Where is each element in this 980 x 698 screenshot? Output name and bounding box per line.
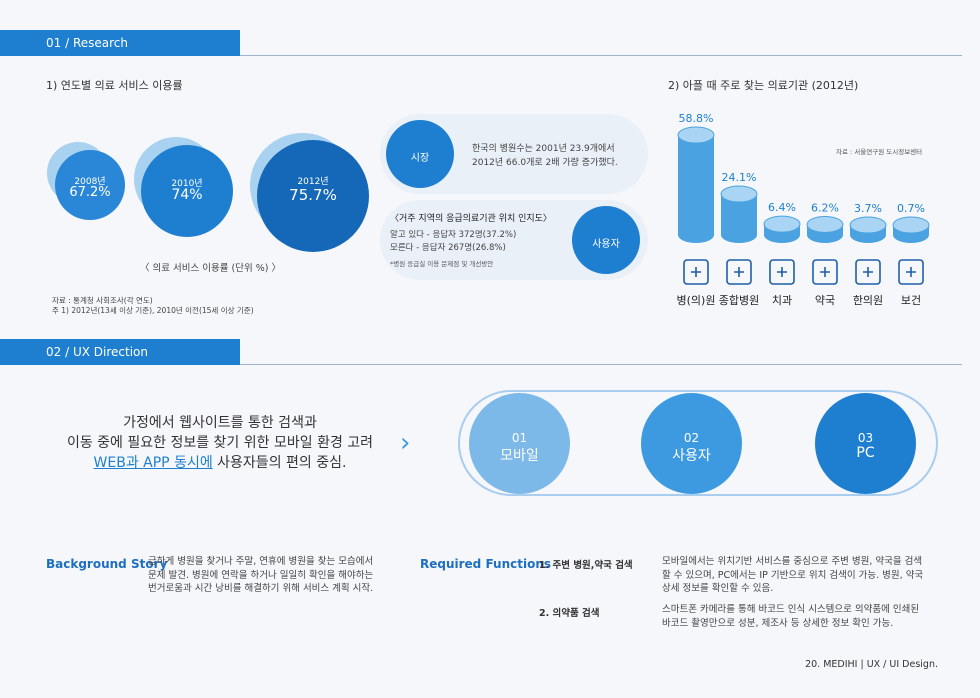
circle-year: 2010년 bbox=[171, 179, 203, 189]
pill-icon bbox=[812, 259, 838, 285]
function-line: 모바일에서는 위치기반 서비스를 중심으로 주변 병원, 약국을 검색 bbox=[662, 556, 923, 567]
health-center-icon-glyph bbox=[906, 267, 916, 277]
circle-value: 67.2% bbox=[69, 185, 111, 200]
herb-bowl-icon bbox=[855, 259, 881, 285]
hospital-icon-glyph bbox=[734, 267, 744, 277]
left-chart-title: 1) 연도별 의료 서비스 이용률 bbox=[46, 79, 183, 92]
bar-category-label: 보건 bbox=[901, 294, 921, 307]
ux-direction-track bbox=[458, 390, 938, 496]
function-2-title: 2. 의약품 검색 bbox=[539, 608, 600, 619]
ux-label: 모바일 bbox=[500, 448, 539, 464]
hospital-icon bbox=[726, 259, 752, 285]
ux-num: 03 bbox=[857, 431, 874, 445]
user-line-1: 알고 있다 - 응답자 372명(37.2%) bbox=[390, 230, 517, 240]
ux-line-1: 가정에서 웹사이트를 통한 검색과 bbox=[123, 415, 317, 431]
bar-보건 bbox=[892, 216, 930, 243]
function-line: 할 수 있으며, PC에서는 IP 기반으로 위치 검색이 가능. 병원, 약국 bbox=[662, 569, 924, 581]
tooth-icon-glyph bbox=[777, 267, 787, 277]
background-text: 급하게 병원을 찾거나 주말, 연휴에 병원을 찾는 모습에서 문제 발견. 병… bbox=[148, 555, 373, 596]
clinic-icon bbox=[683, 259, 709, 285]
bar-value-label: 3.7% bbox=[854, 202, 882, 215]
herb-bowl-icon-glyph bbox=[863, 267, 873, 277]
health-center-icon bbox=[898, 259, 924, 285]
right-chart-title: 2) 아플 때 주로 찾는 의료기관 (2012년) bbox=[668, 79, 859, 92]
background-line: 급하게 병원을 찾거나 주말, 연휴에 병원을 찾는 모습에서 bbox=[148, 556, 374, 567]
ux-line-2: 이동 중에 필요한 정보를 찾기 위한 모바일 환경 고려 bbox=[66, 435, 374, 451]
bar-value-label: 0.7% bbox=[897, 202, 925, 215]
ux-label: PC bbox=[856, 445, 875, 461]
bar-value-label: 6.4% bbox=[768, 201, 796, 214]
ux-circle-user: 02 사용자 bbox=[641, 393, 742, 494]
function-line: 상세 정보를 확인할 수 있음. bbox=[662, 583, 774, 594]
market-text-2: 2012년 66.0개로 2배 가량 증가했다. bbox=[472, 158, 618, 168]
circles-caption: 〈 의료 서비스 이용률 (단위 %) 〉 bbox=[140, 263, 281, 274]
user-title: 〈거주 지역의 응급의료기관 위치 인지도〉 bbox=[390, 214, 552, 224]
page-footer: 20. MEDIHI | UX / UI Design. bbox=[805, 659, 938, 670]
bar-category-label: 약국 bbox=[815, 293, 835, 307]
ux-statement: 가정에서 웹사이트를 통한 검색과 이동 중에 필요한 정보를 찾기 위한 모바… bbox=[30, 413, 410, 473]
bar-병(의)원 bbox=[677, 126, 715, 243]
chevron-right-icon: › bbox=[400, 428, 411, 458]
bar-category-label: 한의원 bbox=[853, 294, 883, 307]
pill-icon-glyph bbox=[820, 267, 830, 277]
bar-category-label: 치과 bbox=[772, 294, 792, 307]
ux-num: 01 bbox=[511, 431, 528, 445]
bar-value-label: 24.1% bbox=[722, 171, 757, 184]
user-line-2: 모른다 - 응답자 267명(26.8%) bbox=[390, 243, 506, 253]
function-line: 바코드 촬영만으로 성분, 제조사 등 상세한 정보 확인 가능. bbox=[662, 617, 894, 629]
section-header-research: 01 / Research bbox=[0, 30, 240, 56]
medical-institution-chart: 58.8% 병(의)원 24.1% 종합병원 6.4% 치과 6.2% 약국 3.7% 한의원 0.… bbox=[670, 110, 940, 310]
bar-한의원 bbox=[849, 216, 887, 243]
background-line: 문제 발견. 병원에 연락을 하거나 일일히 확인을 해야하는 bbox=[148, 569, 374, 581]
circle-value: 75.7% bbox=[289, 186, 337, 204]
bar-category-label: 종합병원 bbox=[719, 294, 759, 307]
background-line: 번거로움과 시간 낭비를 해결하기 위해 서비스 계획 시작. bbox=[148, 583, 374, 594]
ux-line-3: 사용자들의 편의 중심. bbox=[212, 455, 347, 471]
market-text-1: 한국의 병원수는 2001년 23.9개에서 bbox=[472, 144, 615, 154]
circle-value: 74% bbox=[171, 187, 203, 203]
background-heading: Background Story bbox=[46, 557, 168, 571]
bar-category-label: 병(의)원 bbox=[677, 294, 716, 307]
bar-value-label: 6.2% bbox=[811, 201, 839, 214]
user-badge-label: 사용자 bbox=[592, 239, 620, 250]
cylinder-chart-svg: 58.8% 병(의)원 24.1% 종합병원 6.4% 치과 6.2% 약국 3.7% 한의원 0.… bbox=[677, 112, 930, 307]
tooth-icon bbox=[769, 259, 795, 285]
note-left: 주 1) 2012년(13세 이상 기준), 2010년 이전(15세 이상 기… bbox=[52, 306, 254, 315]
source-right: 자료 : 서울연구원 도시정보센터 bbox=[836, 148, 923, 156]
ux-highlight: WEB과 APP 동시에 bbox=[93, 455, 213, 471]
bar-종합병원 bbox=[720, 185, 758, 243]
clinic-icon-glyph bbox=[691, 267, 701, 277]
functions-heading: Required Functions bbox=[420, 557, 552, 571]
bar-value-label: 58.8% bbox=[679, 112, 714, 125]
section-divider bbox=[240, 55, 962, 56]
section-header-ux: 02 / UX Direction bbox=[0, 339, 240, 365]
function-1-title: 1. 주변 병원,약국 검색 bbox=[539, 560, 633, 571]
user-badge bbox=[572, 206, 640, 274]
ux-num: 02 bbox=[683, 431, 700, 445]
function-line: 스마트폰 카메라를 통해 바코드 인식 시스템으로 의약품에 인쇄된 bbox=[662, 604, 920, 615]
bar-치과 bbox=[763, 215, 801, 243]
bar-약국 bbox=[806, 215, 844, 243]
user-note: *병원 응급실 이용 문제점 및 개선방안 bbox=[390, 260, 494, 268]
source-left: 자료 : 통계청 사회조사(각 연도) bbox=[52, 296, 153, 305]
ux-label: 사용자 bbox=[672, 448, 711, 464]
market-badge-label: 시장 bbox=[410, 153, 430, 164]
function-1-text: 모바일에서는 위치기반 서비스를 중심으로 주변 병원, 약국을 검색 할 수 … bbox=[662, 555, 923, 596]
ux-circle-mobile: 01 모바일 bbox=[469, 393, 570, 494]
market-badge bbox=[386, 120, 454, 188]
function-2-text: 스마트폰 카메라를 통해 바코드 인식 시스템으로 의약품에 인쇄된 바코드 촬… bbox=[662, 603, 919, 630]
circle-year: 2008년 bbox=[74, 177, 106, 187]
ux-circle-pc: 03 PC bbox=[815, 393, 916, 494]
circle-year: 2012년 bbox=[297, 177, 329, 187]
section-divider bbox=[240, 364, 962, 365]
